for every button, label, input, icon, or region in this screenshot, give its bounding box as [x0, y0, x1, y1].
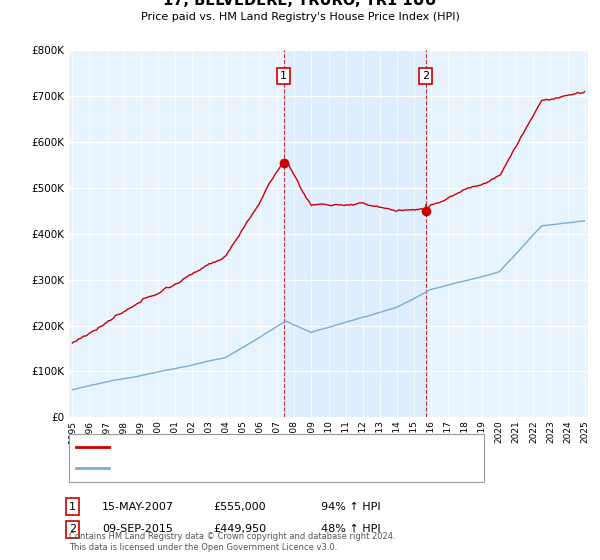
Text: 17, BELVEDERE, TRURO, TR1 1UU (detached house): 17, BELVEDERE, TRURO, TR1 1UU (detached …: [115, 442, 369, 452]
Text: 15-MAY-2007: 15-MAY-2007: [102, 502, 174, 512]
Text: £555,000: £555,000: [213, 502, 266, 512]
Text: 17, BELVEDERE, TRURO, TR1 1UU: 17, BELVEDERE, TRURO, TR1 1UU: [163, 0, 437, 8]
Text: 48% ↑ HPI: 48% ↑ HPI: [321, 524, 380, 534]
Text: 2: 2: [422, 71, 429, 81]
Text: 94% ↑ HPI: 94% ↑ HPI: [321, 502, 380, 512]
Bar: [284, 50, 425, 417]
Text: 2: 2: [69, 524, 76, 534]
Text: 09-SEP-2015: 09-SEP-2015: [102, 524, 173, 534]
Text: Contains HM Land Registry data © Crown copyright and database right 2024.
This d: Contains HM Land Registry data © Crown c…: [69, 532, 395, 552]
Text: £449,950: £449,950: [213, 524, 266, 534]
Text: 1: 1: [69, 502, 76, 512]
Text: Price paid vs. HM Land Registry's House Price Index (HPI): Price paid vs. HM Land Registry's House …: [140, 12, 460, 22]
Text: HPI: Average price, detached house, Cornwall: HPI: Average price, detached house, Corn…: [115, 463, 338, 473]
Text: 1: 1: [280, 71, 287, 81]
